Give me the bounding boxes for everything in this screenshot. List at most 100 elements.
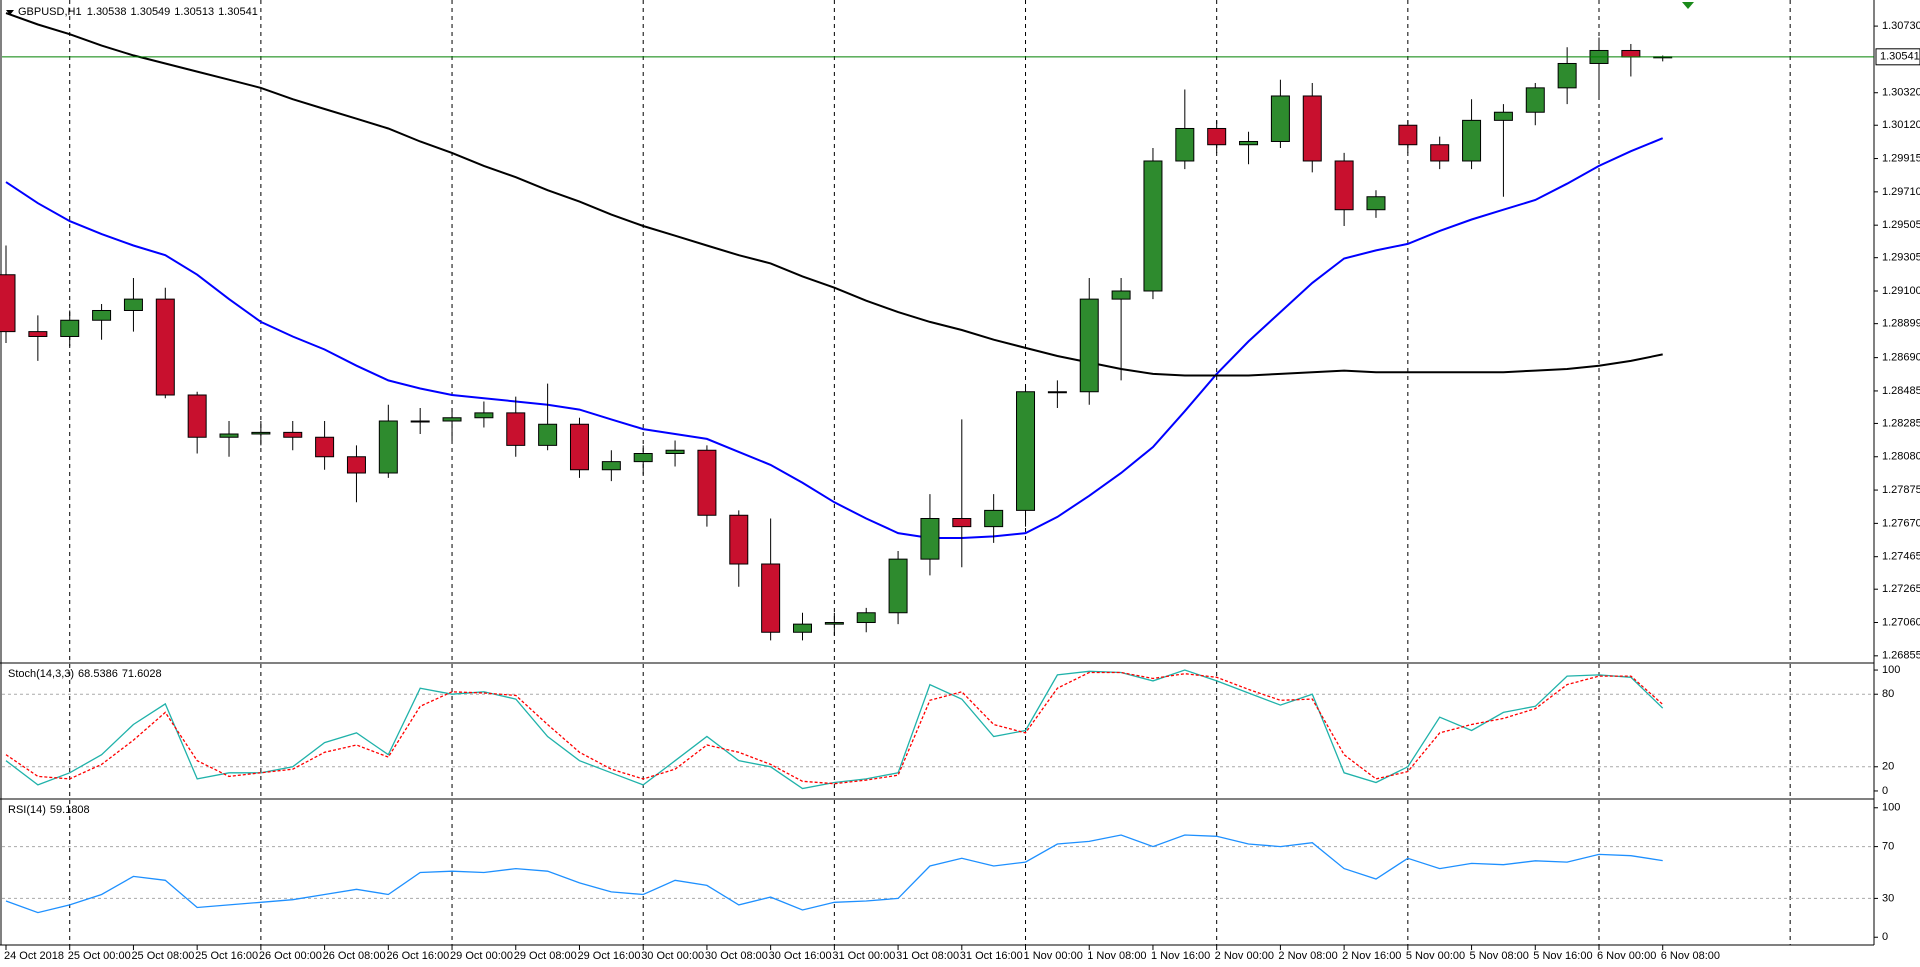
candle-body — [1079, 298, 1099, 393]
symbol-icon — [6, 10, 14, 15]
y-tick-label: 1.26855 — [1882, 650, 1920, 662]
y-tick-label: 1.27265 — [1882, 583, 1920, 595]
x-tick-label: 31 Oct 16:00 — [960, 950, 1023, 962]
x-tick-label: 30 Oct 08:00 — [705, 950, 768, 962]
candle-body — [1493, 111, 1513, 121]
trade-arrow-icon — [1682, 2, 1694, 9]
x-tick-label: 6 Nov 00:00 — [1597, 950, 1656, 962]
open-value: 1.30538 — [87, 6, 127, 18]
candle-body — [665, 449, 685, 455]
candle-body — [283, 431, 303, 438]
y-tick-label: 1.28285 — [1882, 417, 1920, 429]
candle-body — [60, 319, 80, 337]
y-tick-label: 1.29505 — [1882, 219, 1920, 231]
x-tick-label: 5 Nov 00:00 — [1406, 950, 1465, 962]
y-tick-label: 1.29100 — [1882, 285, 1920, 297]
y-tick-label: 100 — [1882, 664, 1900, 676]
x-tick-label: 5 Nov 16:00 — [1533, 950, 1592, 962]
x-tick-label: 1 Nov 00:00 — [1024, 950, 1083, 962]
candle-body — [187, 394, 207, 438]
rsi-value: 59.1808 — [50, 804, 90, 816]
y-tick-label: 30 — [1882, 892, 1894, 904]
candle-body — [793, 623, 812, 633]
y-tick-label: 1.30120 — [1882, 119, 1920, 131]
x-tick-label: 30 Oct 00:00 — [641, 950, 704, 962]
y-tick-label: 1.30320 — [1882, 87, 1920, 99]
indicator-line — [5, 834, 1663, 914]
candle-body — [888, 558, 908, 614]
x-tick-label: 26 Oct 08:00 — [323, 950, 386, 962]
indicator-line — [5, 671, 1664, 785]
x-tick-label: 29 Oct 00:00 — [450, 950, 513, 962]
stoch-signal-value: 71.6028 — [122, 668, 162, 680]
y-tick-label: 1.27670 — [1882, 517, 1920, 529]
candle-body — [1111, 290, 1131, 300]
x-tick-label: 31 Oct 00:00 — [832, 950, 895, 962]
candle-body — [601, 461, 621, 471]
high-value: 1.30549 — [131, 6, 171, 18]
candle-body — [442, 417, 462, 422]
candle-body — [729, 514, 749, 565]
x-tick-label: 25 Oct 16:00 — [195, 950, 258, 962]
candle-body — [1175, 127, 1195, 162]
y-tick-label: 0 — [1882, 785, 1888, 797]
candle-body — [952, 518, 972, 528]
candle-body — [1557, 62, 1577, 89]
y-tick-label: 1.27060 — [1882, 616, 1920, 628]
x-tick-label: 31 Oct 08:00 — [896, 950, 959, 962]
x-tick-label: 25 Oct 08:00 — [131, 950, 194, 962]
candle-body — [92, 309, 112, 321]
x-tick-label: 6 Nov 08:00 — [1661, 950, 1720, 962]
x-tick-label: 5 Nov 08:00 — [1470, 950, 1529, 962]
y-tick-label: 1.29305 — [1882, 252, 1920, 264]
rsi-header: RSI(14) 59.1808 — [8, 804, 90, 816]
y-tick-label: 100 — [1882, 802, 1900, 814]
candle-body — [1334, 160, 1354, 211]
y-tick-label: 80 — [1882, 688, 1894, 700]
y-tick-label: 0 — [1882, 931, 1888, 943]
candle-body — [1462, 119, 1482, 162]
candle-body — [1016, 391, 1036, 511]
y-tick-label: 1.28080 — [1882, 451, 1920, 463]
symbol-header: GBPUSD,H1 1.30538 1.30549 1.30513 1.30541 — [18, 6, 258, 18]
candle-body — [984, 509, 1004, 528]
y-tick-label: 20 — [1882, 761, 1894, 773]
candle-body — [155, 298, 175, 396]
candle-body — [315, 436, 335, 458]
close-value: 1.30541 — [218, 6, 258, 18]
candle-body — [1047, 391, 1067, 394]
candle-body — [569, 423, 589, 471]
low-value: 1.30513 — [174, 6, 214, 18]
y-tick-label: 1.29915 — [1882, 152, 1920, 164]
candle-body — [1430, 144, 1450, 162]
candle-body — [633, 453, 653, 463]
candle-body — [1621, 49, 1641, 58]
x-tick-label: 30 Oct 16:00 — [769, 950, 832, 962]
y-tick-label: 70 — [1882, 841, 1894, 853]
candle-body — [28, 331, 48, 337]
x-tick-label: 1 Nov 16:00 — [1151, 950, 1210, 962]
y-tick-label: 1.28690 — [1882, 352, 1920, 364]
x-tick-label: 2 Nov 08:00 — [1278, 950, 1337, 962]
candle-body — [1302, 95, 1322, 162]
candle-body — [761, 563, 781, 633]
y-tick-label: 1.27465 — [1882, 551, 1920, 563]
symbol-title: GBPUSD,H1 — [18, 6, 81, 18]
candle-body — [1143, 160, 1163, 292]
candle-body — [1525, 87, 1545, 113]
candle-body — [1239, 140, 1259, 146]
candle-body — [410, 420, 430, 423]
candle-body — [856, 612, 876, 624]
frame — [0, 0, 1875, 946]
candle-body — [1270, 95, 1290, 142]
candle-body — [0, 274, 16, 333]
x-tick-label: 2 Nov 16:00 — [1342, 950, 1401, 962]
current-price-label: 1.30541 — [1880, 51, 1920, 63]
x-tick-label: 29 Oct 08:00 — [514, 950, 577, 962]
indicator-line — [5, 669, 1664, 790]
y-tick-label: 1.27875 — [1882, 484, 1920, 496]
x-tick-label: 26 Oct 16:00 — [386, 950, 449, 962]
candle-body — [1366, 196, 1386, 211]
